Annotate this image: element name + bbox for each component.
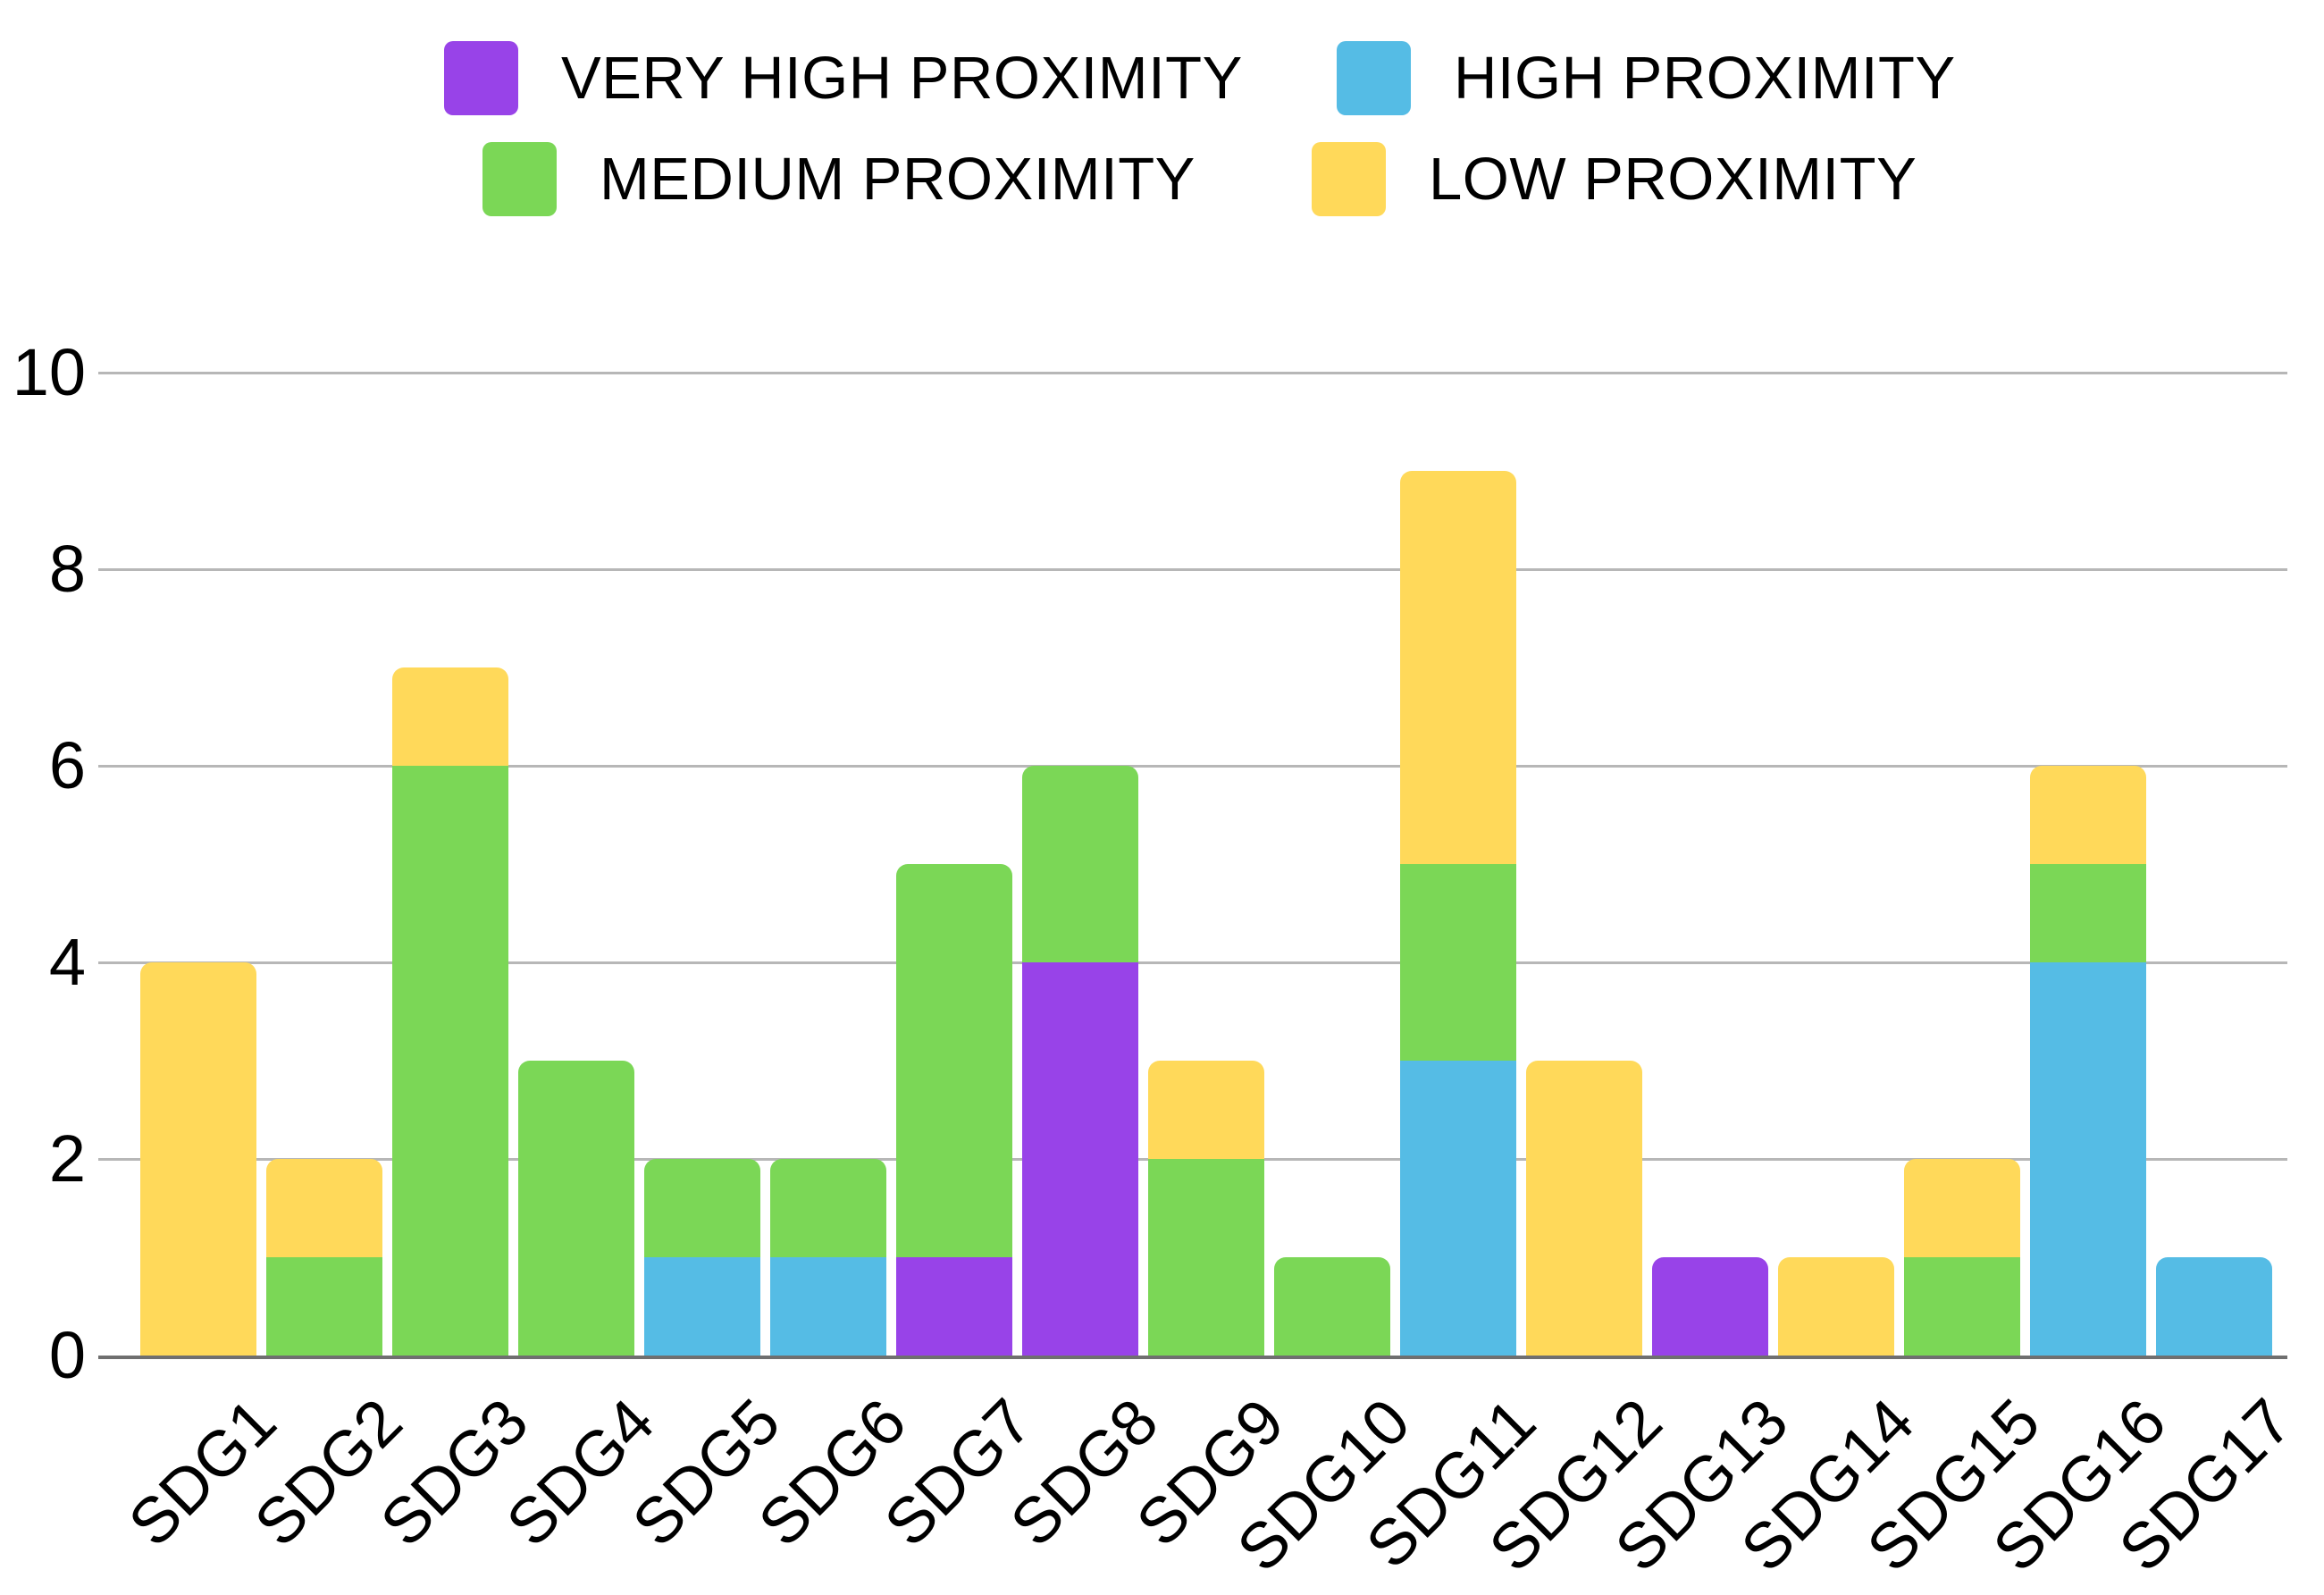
x-axis-line [98, 1356, 2287, 1359]
bar-segment-sdg16-medium-proximity [2030, 864, 2146, 962]
bar-stack-sdg4 [518, 1061, 634, 1356]
legend-label-low-proximity: LOW PROXIMITY [1429, 146, 1917, 213]
bar-segment-sdg8-very-high-proximity [1022, 962, 1138, 1356]
gridline-4 [98, 961, 2287, 964]
legend-swatch-low-proximity [1312, 142, 1386, 216]
y-axis-tick-label-6: 6 [48, 728, 86, 802]
bar-segment-sdg5-medium-proximity [644, 1159, 760, 1257]
bar-stack-sdg10 [1274, 1257, 1390, 1356]
bar-stack-sdg6 [770, 1159, 886, 1356]
x-axis-label-sdg1: SDG1 [115, 1385, 290, 1560]
x-axis-label-sdg4: SDG4 [493, 1385, 668, 1560]
bar-stack-sdg12 [1526, 1061, 1642, 1356]
bar-segment-sdg7-medium-proximity [896, 864, 1012, 1257]
bar-stack-sdg13 [1652, 1257, 1768, 1356]
bar-segment-sdg9-medium-proximity [1148, 1159, 1264, 1356]
legend-label-very-high-proximity: VERY HIGH PROXIMITY [561, 45, 1243, 112]
bar-stack-sdg8 [1022, 766, 1138, 1356]
y-axis-tick-label-2: 2 [48, 1121, 86, 1196]
bar-segment-sdg9-low-proximity [1148, 1061, 1264, 1159]
bar-segment-sdg4-medium-proximity [518, 1061, 634, 1356]
bar-segment-sdg17-high-proximity [2156, 1257, 2272, 1356]
y-axis-tick-label-4: 4 [48, 925, 86, 999]
bar-segment-sdg10-medium-proximity [1274, 1257, 1390, 1356]
x-axis-label-sdg6: SDG6 [745, 1385, 920, 1560]
bar-segment-sdg15-medium-proximity [1904, 1257, 2020, 1356]
bar-segment-sdg6-medium-proximity [770, 1159, 886, 1257]
bar-segment-sdg11-low-proximity [1400, 471, 1516, 864]
bar-segment-sdg12-low-proximity [1526, 1061, 1642, 1356]
bar-segment-sdg6-high-proximity [770, 1257, 886, 1356]
bar-segment-sdg3-medium-proximity [392, 766, 508, 1356]
x-axis-label-sdg2: SDG2 [241, 1385, 416, 1560]
bar-stack-sdg3 [392, 667, 508, 1356]
bar-segment-sdg1-low-proximity [140, 962, 256, 1356]
bar-segment-sdg8-medium-proximity [1022, 766, 1138, 962]
plot-area [98, 372, 2287, 1359]
x-axis-label-sdg5: SDG5 [619, 1385, 794, 1560]
x-axis-label-sdg3: SDG3 [367, 1385, 542, 1560]
gridline-6 [98, 765, 2287, 768]
bar-segment-sdg16-high-proximity [2030, 962, 2146, 1356]
legend-item-medium-proximity: MEDIUM PROXIMITY [482, 142, 1196, 216]
legend-item-high-proximity: HIGH PROXIMITY [1337, 41, 1956, 115]
y-axis-tick-label-8: 8 [48, 532, 86, 606]
bar-stack-sdg14 [1778, 1257, 1894, 1356]
gridline-10 [98, 372, 2287, 374]
x-axis-label-sdg7: SDG7 [871, 1385, 1046, 1560]
bar-segment-sdg16-low-proximity [2030, 766, 2146, 864]
x-axis-label-sdg8: SDG8 [997, 1385, 1172, 1560]
bar-segment-sdg7-very-high-proximity [896, 1257, 1012, 1356]
bar-segment-sdg3-low-proximity [392, 667, 508, 766]
bar-stack-sdg1 [140, 962, 256, 1356]
legend-swatch-high-proximity [1337, 41, 1411, 115]
legend-label-medium-proximity: MEDIUM PROXIMITY [600, 146, 1196, 213]
legend-swatch-medium-proximity [482, 142, 557, 216]
bar-stack-sdg7 [896, 864, 1012, 1356]
bar-segment-sdg2-medium-proximity [266, 1257, 382, 1356]
bar-stack-sdg15 [1904, 1159, 2020, 1356]
bars-layer [98, 373, 2287, 1356]
bar-stack-sdg16 [2030, 766, 2146, 1356]
bar-segment-sdg5-high-proximity [644, 1257, 760, 1356]
legend-item-low-proximity: LOW PROXIMITY [1312, 142, 1917, 216]
bar-stack-sdg9 [1148, 1061, 1264, 1356]
legend-label-high-proximity: HIGH PROXIMITY [1454, 45, 1956, 112]
bar-segment-sdg15-low-proximity [1904, 1159, 2020, 1257]
bar-stack-sdg2 [266, 1159, 382, 1356]
bar-segment-sdg14-low-proximity [1778, 1257, 1894, 1356]
bar-segment-sdg11-medium-proximity [1400, 864, 1516, 1061]
bar-segment-sdg11-high-proximity [1400, 1061, 1516, 1356]
y-axis-tick-label-10: 10 [12, 335, 86, 409]
y-axis-tick-label-0: 0 [48, 1318, 86, 1392]
legend-swatch-very-high-proximity [444, 41, 518, 115]
bar-segment-sdg13-very-high-proximity [1652, 1257, 1768, 1356]
legend-item-very-high-proximity: VERY HIGH PROXIMITY [444, 41, 1243, 115]
bar-stack-sdg5 [644, 1159, 760, 1356]
gridline-8 [98, 568, 2287, 571]
bar-stack-sdg11 [1400, 471, 1516, 1356]
bar-segment-sdg2-low-proximity [266, 1159, 382, 1257]
bar-stack-sdg17 [2156, 1257, 2272, 1356]
